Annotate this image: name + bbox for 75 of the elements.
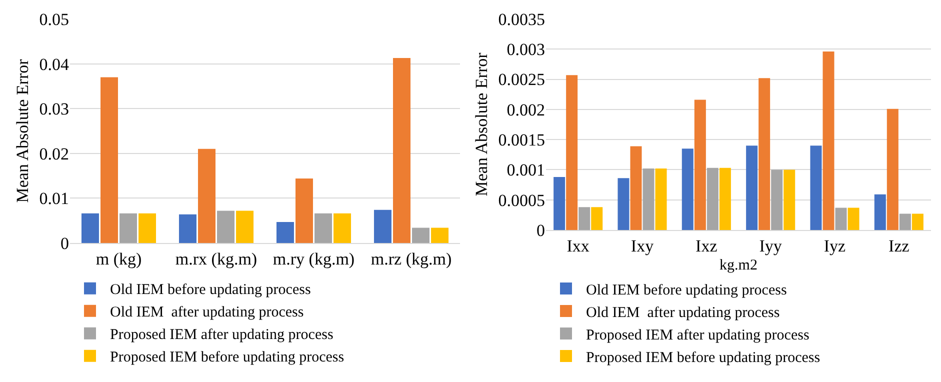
legend-label: Old IEM after updating process [110,304,304,321]
bar [771,170,783,230]
x-tick-label: m.rx (kg.m) [175,249,258,268]
bar [566,75,578,230]
x-axis-title: kg.m2 [720,257,758,274]
legend-label: Old IEM before updating process [110,282,311,298]
y-tick-label: 0.01 [39,189,69,208]
bar [746,146,758,230]
y-tick-label: 0.003 [506,40,545,60]
bar [138,213,156,243]
bar [810,146,822,230]
x-tick-label: Iyz [824,236,846,256]
y-tick-label: 0.02 [39,144,69,164]
y-tick-label: 0 [60,234,69,253]
y-tick-label: 0.0035 [498,10,545,29]
bar [719,168,731,230]
y-tick-label: 0.0015 [498,130,545,150]
bar [655,168,667,230]
bar [886,108,898,230]
x-tick-label: Ixz [696,236,718,256]
y-tick-label: 0.03 [39,100,69,119]
x-tick-label: m.ry (kg.m) [272,249,355,268]
y-tick-label: 0.04 [39,54,70,74]
bar [296,178,313,243]
bar [682,148,694,230]
y-tick-label: 0 [536,220,545,240]
bar [642,168,654,230]
bar [120,213,137,243]
legend-label: Old IEM before updating process [586,282,787,298]
bar [431,228,449,243]
bar [412,228,430,243]
x-tick-label: Ixx [566,236,590,256]
bar [912,214,924,230]
bar [822,52,834,230]
legend-label: Proposed IEM before updating process [586,350,820,366]
bar [276,222,294,243]
legend-label: Proposed IEM after updating process [110,327,334,344]
bar [618,178,630,230]
bar [899,214,911,230]
bar [554,176,566,230]
bar [314,213,332,243]
bar [848,208,860,230]
y-tick-label: 0.002 [506,100,545,120]
bar [393,58,410,243]
legend-label: Old IEM after updating process [586,304,780,321]
x-tick-label: Ixy [630,236,654,256]
bar [236,210,254,243]
bar [334,213,352,243]
bar [835,208,847,230]
bar [81,213,99,243]
bar [178,214,196,243]
bar [100,77,118,243]
bar [578,207,590,230]
bar [706,168,718,230]
bar [874,194,886,230]
bar [758,78,770,230]
legend-label: Proposed IEM before updating process [110,350,344,366]
bar [198,148,216,243]
bar [694,100,706,230]
bar [591,207,603,230]
y-axis-title: Mean Absolute Error [472,52,491,196]
bar [217,210,234,243]
y-axis-title: Mean Absolute Error [12,58,32,203]
x-tick-label: m (kg) [96,249,142,268]
bar [784,170,796,230]
x-tick-label: Izz [888,236,910,256]
y-tick-label: 0.0025 [498,70,545,90]
y-tick-label: 0.0005 [498,190,545,210]
legend-label: Proposed IEM after updating process [586,327,810,344]
bar [374,210,392,243]
y-tick-label: 0.001 [506,160,545,180]
x-tick-label: Iyy [759,236,782,256]
x-tick-label: m.rz (kg.m) [370,249,452,268]
bar [630,146,642,230]
y-tick-label: 0.05 [39,10,69,29]
